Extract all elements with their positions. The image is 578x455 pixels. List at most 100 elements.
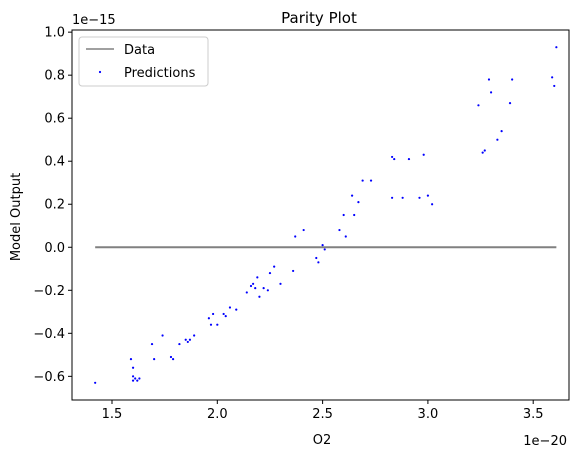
prediction-point xyxy=(254,287,257,290)
prediction-point xyxy=(555,46,558,49)
prediction-point xyxy=(315,256,318,260)
prediction-point xyxy=(418,196,421,199)
prediction-point xyxy=(511,78,514,81)
prediction-point xyxy=(184,338,187,341)
prediction-point xyxy=(188,338,192,341)
prediction-point xyxy=(228,306,232,309)
prediction-point xyxy=(94,381,97,384)
prediction-point xyxy=(150,342,154,346)
prediction-point xyxy=(294,235,297,238)
x-tick-label: 2.0 xyxy=(207,407,228,422)
prediction-point xyxy=(222,312,225,316)
x-axis-ticks: 1.5 2.0 2.5 3.0 3.5 xyxy=(102,400,544,422)
prediction-point xyxy=(273,265,276,268)
x-tick-label: 3.0 xyxy=(418,407,439,422)
prediction-point xyxy=(407,157,411,161)
prediction-point xyxy=(302,228,305,232)
prediction-point xyxy=(131,375,135,378)
prediction-point xyxy=(422,153,425,156)
prediction-point xyxy=(553,84,556,88)
prediction-point xyxy=(391,196,394,199)
y-tick-label: 1.0 xyxy=(44,26,65,41)
prediction-point xyxy=(431,203,434,206)
prediction-point xyxy=(209,323,213,326)
prediction-point xyxy=(481,151,484,154)
prediction-point xyxy=(508,102,512,105)
legend-label-data: Data xyxy=(124,43,155,58)
axes-frame xyxy=(71,29,570,401)
prediction-point xyxy=(496,138,499,141)
prediction-point xyxy=(193,334,196,337)
prediction-point xyxy=(489,91,493,94)
prediction-point xyxy=(131,366,135,369)
x-axis-label: O2 xyxy=(313,433,332,448)
prediction-point xyxy=(483,149,486,152)
x-tick-label: 3.5 xyxy=(523,407,544,422)
prediction-point xyxy=(136,379,139,382)
prediction-point xyxy=(487,78,491,81)
prediction-point xyxy=(138,377,141,380)
x-tick-label: 1.5 xyxy=(102,407,123,422)
prediction-point xyxy=(357,200,360,204)
prediction-point xyxy=(186,340,189,344)
series-layer xyxy=(94,46,558,384)
legend: Data Predictions xyxy=(78,36,209,87)
prediction-point xyxy=(235,308,238,311)
legend-predictions-marker-swatch xyxy=(98,70,102,74)
prediction-point xyxy=(321,244,324,247)
prediction-point xyxy=(153,358,156,361)
prediction-point xyxy=(353,213,356,217)
y-tick-label: 0.4 xyxy=(44,155,65,170)
prediction-point xyxy=(369,179,373,182)
prediction-point xyxy=(129,358,133,361)
prediction-point xyxy=(426,194,430,197)
y-tick-label: 0.6 xyxy=(44,112,65,127)
prediction-point xyxy=(500,130,503,133)
prediction-point xyxy=(258,295,261,298)
y-tick-label: 0.0 xyxy=(44,241,65,256)
prediction-point xyxy=(279,282,282,285)
x-axis-offset-text: 1e−20 xyxy=(523,434,567,449)
prediction-point xyxy=(245,291,248,294)
prediction-point xyxy=(249,284,253,288)
chart-title: Parity Plot xyxy=(281,9,357,27)
prediction-point xyxy=(216,323,219,326)
prediction-point xyxy=(338,228,341,232)
prediction-point xyxy=(477,104,480,107)
prediction-point xyxy=(171,358,175,361)
y-tick-label: −0.4 xyxy=(33,327,65,342)
prediction-point xyxy=(393,157,396,161)
prediction-point xyxy=(401,196,404,199)
prediction-point xyxy=(292,269,295,273)
prediction-point xyxy=(266,289,269,292)
prediction-point xyxy=(551,76,554,79)
prediction-point xyxy=(256,276,259,279)
prediction-point xyxy=(361,179,364,182)
prediction-point xyxy=(323,248,326,251)
prediction-point xyxy=(169,355,173,359)
prediction-point xyxy=(224,315,227,318)
x-tick-label: 2.5 xyxy=(312,407,333,422)
prediction-point xyxy=(252,282,255,285)
plot-area xyxy=(71,29,570,401)
prediction-point xyxy=(134,377,137,380)
y-axis-ticks: −0.6 −0.4 −0.2 0.0 0.2 0.4 0.6 0.8 1.0 xyxy=(33,26,72,385)
prediction-point xyxy=(391,155,394,159)
legend-label-predictions: Predictions xyxy=(124,66,196,81)
prediction-point xyxy=(178,342,181,346)
prediction-point xyxy=(342,213,345,217)
y-tick-label: 0.2 xyxy=(44,198,65,213)
prediction-point xyxy=(317,261,320,264)
y-axis-offset-text: 1e−15 xyxy=(72,13,116,28)
y-tick-label: 0.8 xyxy=(44,69,65,84)
prediction-point xyxy=(350,194,354,197)
prediction-point xyxy=(211,312,215,316)
prediction-point xyxy=(344,235,347,238)
prediction-point xyxy=(161,334,164,337)
prediction-point xyxy=(262,287,265,290)
y-axis-label: Model Output xyxy=(9,173,24,261)
prediction-point xyxy=(207,317,210,320)
prediction-point xyxy=(268,271,272,275)
y-tick-label: −0.2 xyxy=(33,284,65,299)
